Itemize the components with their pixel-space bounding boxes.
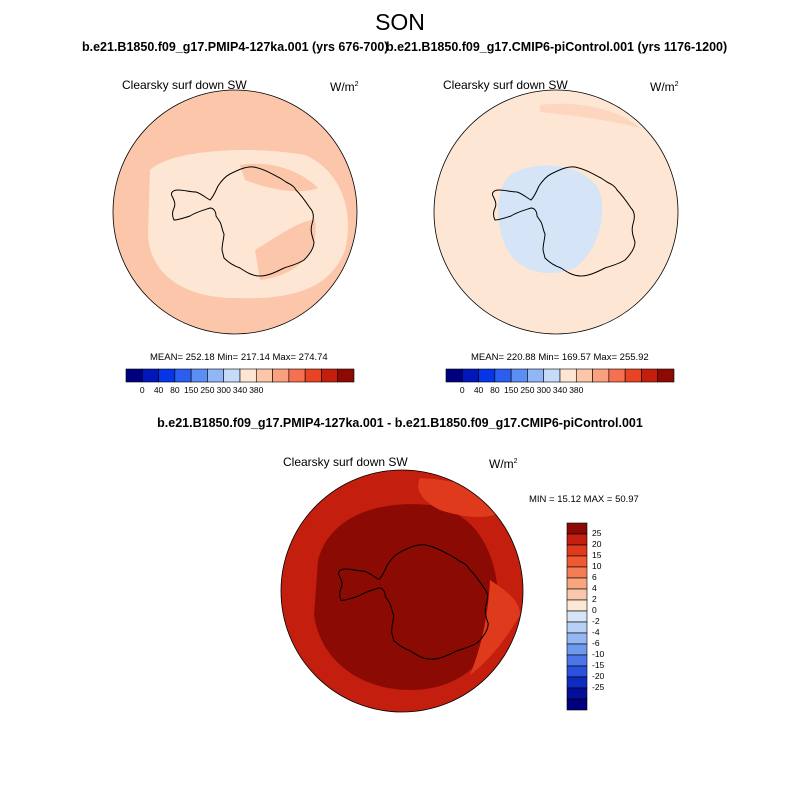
panel1-colorbar-box: [223, 368, 241, 383]
panel2-colorbar: [445, 368, 675, 383]
panel2-colorbar-box: [608, 368, 626, 383]
panel2-colorbar-box: [657, 368, 675, 383]
panel1-colorbar-box: [190, 368, 208, 383]
diff-variable-label: Clearsky surf down SW: [283, 455, 408, 469]
panel1-map: [112, 89, 358, 335]
panel1-colorbar-box: [174, 368, 192, 383]
panel2-case-title: b.e21.B1850.f09_g17.CMIP6-piControl.001 …: [386, 40, 728, 54]
panel2-colorbar-box: [559, 368, 577, 383]
panel2-colorbar-box: [543, 368, 561, 383]
diff-colorbar-box: [566, 676, 588, 689]
diff-colorbar-box: [566, 687, 588, 700]
panel2-stats: MEAN= 220.88 Min= 169.57 Max= 255.92: [471, 352, 649, 363]
panel2-colorbar-box: [510, 368, 528, 383]
diff-colorbar-label: 0: [592, 605, 597, 615]
panel1-case-title: b.e21.B1850.f09_g17.PMIP4-127ka.001 (yrs…: [82, 40, 389, 54]
diff-colorbar-label: -20: [592, 671, 605, 681]
diff-colorbar-label: 25: [592, 528, 602, 538]
diff-colorbar-label: -2: [592, 616, 600, 626]
diff-map: [280, 469, 524, 713]
diff-colorbar-box: [566, 555, 588, 568]
diff-stats: MIN = 15.12 MAX = 50.97: [529, 494, 639, 505]
panel2-colorbar-label: 300: [536, 385, 551, 395]
diff-colorbar-label: -25: [592, 682, 605, 692]
panel2-colorbar-label: 340: [552, 385, 568, 395]
panel1-colorbar-box: [337, 368, 355, 383]
panel2-colorbar-label: 150: [504, 385, 519, 395]
panel1-colorbar-label: 0: [139, 385, 145, 395]
difference-title: b.e21.B1850.f09_g17.PMIP4-127ka.001 - b.…: [157, 416, 643, 430]
diff-colorbar-label: 20: [592, 539, 602, 549]
panel2-colorbar-box: [527, 368, 545, 383]
diff-colorbar-box: [566, 698, 588, 711]
panel1-unit-label: W/m2: [330, 80, 359, 94]
panel1-colorbar-label: 80: [170, 385, 180, 395]
panel1-colorbar-box: [288, 368, 306, 383]
panel1-colorbar-box: [255, 368, 273, 383]
panel2-colorbar-box: [494, 368, 512, 383]
panel2-colorbar-label: 80: [490, 385, 500, 395]
panel1-colorbar-label: 300: [216, 385, 231, 395]
panel1-colorbar-label: 340: [232, 385, 248, 395]
diff-colorbar-box: [566, 643, 588, 656]
diff-colorbar: [566, 522, 588, 711]
diff-colorbar-box: [566, 588, 588, 601]
diff-colorbar-label: -15: [592, 660, 605, 670]
diff-colorbar-label: -4: [592, 627, 600, 637]
panel2-map: [433, 89, 679, 335]
panel2-colorbar-box: [445, 368, 463, 383]
panel1-colorbar-box: [239, 368, 257, 383]
panel2-colorbar-box: [478, 368, 496, 383]
panel1-colorbar-box: [125, 368, 143, 383]
panel1-colorbar-label: 40: [153, 385, 164, 395]
panel1-colorbar-box: [141, 368, 159, 383]
diff-colorbar-label: 6: [592, 572, 597, 582]
diff-colorbar-label: -10: [592, 649, 605, 659]
panel2-colorbar-box: [641, 368, 659, 383]
panel2-colorbar-box: [624, 368, 642, 383]
diff-colorbar-box: [566, 577, 588, 590]
panel1-variable-label: Clearsky surf down SW: [122, 78, 247, 92]
panel2-colorbar-box: [592, 368, 610, 383]
diff-colorbar-box: [566, 533, 588, 546]
panel2-unit-label: W/m2: [650, 80, 679, 94]
diff-colorbar-box: [566, 522, 588, 535]
diff-colorbar-box: [566, 544, 588, 557]
diff-colorbar-box: [566, 599, 588, 612]
panel1-colorbar-box: [272, 368, 290, 383]
diff-colorbar-label: 15: [592, 550, 602, 560]
panel2-colorbar-label: 0: [459, 385, 465, 395]
diff-colorbar-label: 2: [592, 594, 597, 604]
panel1-stats: MEAN= 252.18 Min= 217.14 Max= 274.74: [150, 352, 328, 363]
panel1-colorbar-label: 380: [249, 385, 264, 395]
diff-colorbar-label: 4: [592, 583, 597, 593]
panel1-colorbar-label: 250: [200, 385, 215, 395]
panel1-colorbar-box: [158, 368, 176, 383]
diff-unit-label: W/m2: [489, 457, 518, 471]
diff-colorbar-box: [566, 610, 588, 623]
panel1-colorbar: [125, 368, 355, 383]
diff-colorbar-label: 10: [592, 561, 602, 571]
panel2-colorbar-label: 380: [569, 385, 584, 395]
panel1-colorbar-box: [321, 368, 339, 383]
panel2-colorbar-box: [461, 368, 479, 383]
season-title: SON: [375, 9, 425, 35]
panel2-colorbar-label: 250: [520, 385, 535, 395]
diff-colorbar-box: [566, 654, 588, 667]
diff-colorbar-box: [566, 632, 588, 645]
diff-colorbar-box: [566, 665, 588, 678]
panel2-colorbar-box: [575, 368, 593, 383]
diff-colorbar-box: [566, 566, 588, 579]
panel2-variable-label: Clearsky surf down SW: [443, 78, 568, 92]
diff-colorbar-label: -6: [592, 638, 600, 648]
panel1-colorbar-box: [207, 368, 225, 383]
panel1-colorbar-box: [304, 368, 322, 383]
diff-colorbar-box: [566, 621, 588, 634]
panel1-colorbar-label: 150: [184, 385, 199, 395]
panel2-colorbar-label: 40: [473, 385, 484, 395]
